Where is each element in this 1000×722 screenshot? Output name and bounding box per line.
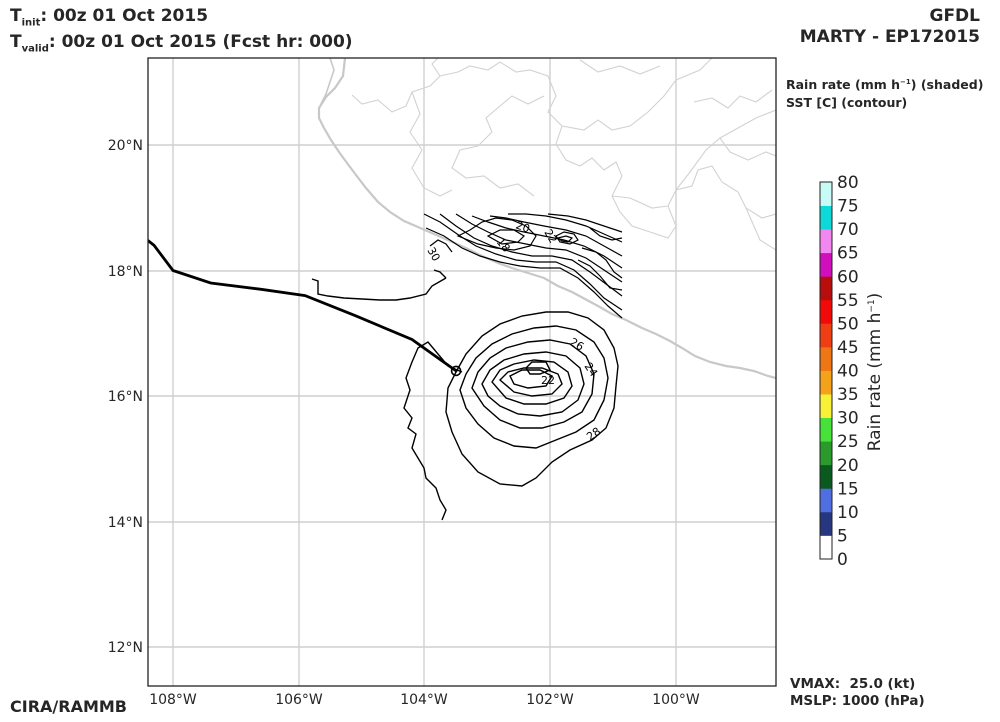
colorbar-segment [820,370,832,395]
contour-label-26: 26 [568,335,587,353]
storm-position-marker [450,365,462,377]
sst-contour-outer-28 [311,269,447,301]
colorbar-tick-label: 40 [837,362,859,382]
gridlines [148,58,776,686]
colorbar-segment [820,535,832,560]
lat-label-12n: 12°N [108,640,143,656]
colorbar-tick-label: 60 [837,267,859,287]
colorbar-tick-label: 70 [837,220,859,240]
sst-contour-25 [481,351,585,417]
colorbar-title-exponent: −1 [867,299,877,312]
rain-rate-colorbar: 0 5 10 15 20 25 30 35 40 45 50 55 60 65 70 75 80 [819,173,859,570]
colorbar-tick-label: 45 [837,338,859,358]
init-time-symbol: T [10,6,22,26]
colorbar-tick-label: 20 [837,456,859,476]
colorbar-segment [820,464,832,489]
colorbar-segment [820,205,832,230]
colorbar-tick-label: 10 [837,503,859,523]
lat-axis-labels: 20°N 18°N 16°N 14°N 12°N [108,138,143,656]
storm-track-line [148,239,457,373]
baja-coast [320,58,335,105]
credit-label: CIRA/RAMMB [10,697,127,716]
lon-label-108w: 108°W [149,692,197,708]
lon-label-106w: 106°W [275,692,323,708]
colorbar-tick-label: 55 [837,291,859,311]
contour-label-24: 24 [582,360,601,379]
colorbar-segment [820,323,832,348]
valid-time-subscript: valid [21,43,49,55]
init-time-label: Tinit: 00z 01 Oct 2015 [10,6,208,28]
colorbar-tick-label: 65 [837,244,859,264]
sst-legend: SST [C] (contour) [786,95,908,110]
sst-contour-24 [491,359,573,405]
lat-label-14n: 14°N [108,515,143,531]
model-name: GFDL [929,6,980,26]
rain-legend-exponent: −1 [900,77,911,86]
contour-label-22: 22 [541,374,555,387]
colorbar-segment [820,488,832,513]
rain-legend-text: Rain rate (mm h [786,77,901,92]
init-time-subscript: init [21,17,41,29]
sst-contour-28 [445,311,619,487]
contour-label-20: 20 [514,219,532,236]
rain-rate-legend: Rain rate (mm h−1) (shaded) [786,77,983,92]
sst-contour-26 [471,339,595,429]
colorbar-segment [820,511,832,536]
colorbar-segment [820,182,832,206]
storm-name: MARTY - EP172015 [799,27,980,47]
colorbar-tick-label: 35 [837,385,859,405]
colorbar-segment [820,252,832,277]
country-borders [351,58,776,251]
lat-label-20n: 20°N [108,138,143,154]
colorbar-tick-label: 25 [837,432,859,452]
colorbar-tick-label: 5 [837,526,848,546]
colorbar-tick-label: 80 [837,173,859,193]
map-area: 30 22 26 24 28 20 22 18 [148,58,776,686]
valid-time-label: Tvalid: 00z 01 Oct 2015 (Fcst hr: 000) [10,32,353,54]
lon-axis-labels: 108°W 106°W 104°W 102°W 100°W [149,692,700,708]
lat-label-16n: 16°N [108,389,143,405]
colorbar-segment [820,276,832,301]
sst-contour-27 [459,325,609,449]
coastline [317,58,776,380]
sst-contour-22 [509,369,553,389]
lon-label-100w: 100°W [652,692,700,708]
sst-contour-28-west [403,341,463,521]
colorbar-title-suffix: ) [865,293,885,300]
contour-label-28: 28 [584,425,603,444]
vmax-label: VMAX: 25.0 (kt) [790,676,916,692]
colorbar-tick-label: 75 [837,197,859,217]
colorbar-segment [820,229,832,254]
sst-contours [311,269,619,521]
mslp-label: MSLP: 1000 (hPa) [790,693,925,709]
lon-label-104w: 104°W [400,692,448,708]
colorbar-segment [820,346,832,371]
valid-time-symbol: T [10,32,22,52]
rain-legend-suffix: ) (shaded) [910,77,984,92]
lat-label-18n: 18°N [108,264,143,280]
sst-contour-23 [498,367,563,397]
contour-label-22-north: 22 [541,227,559,246]
colorbar-segment [820,441,832,466]
colorbar-tick-label: 15 [837,479,859,499]
colorbar-segment [820,299,832,324]
lon-label-102w: 102°W [526,692,574,708]
colorbar-tick-label: 50 [837,314,859,334]
colorbar-tick-label: 30 [837,409,859,429]
colorbar-segment [820,417,832,442]
init-time-value: : 00z 01 Oct 2015 [40,6,209,26]
valid-time-value: : 00z 01 Oct 2015 (Fcst hr: 000) [48,32,353,52]
sst-contour-21 [525,361,551,375]
colorbar-title-text: Rain rate (mm h [865,313,885,452]
contour-label-30: 30 [424,245,442,264]
map-frame [147,57,777,687]
colorbar-title: Rain rate (mm h−1) [865,293,885,452]
colorbar-segment [820,394,832,419]
colorbar-frame [819,181,833,560]
sst-contours-north [423,213,623,319]
colorbar-tick-label: 0 [837,550,848,570]
